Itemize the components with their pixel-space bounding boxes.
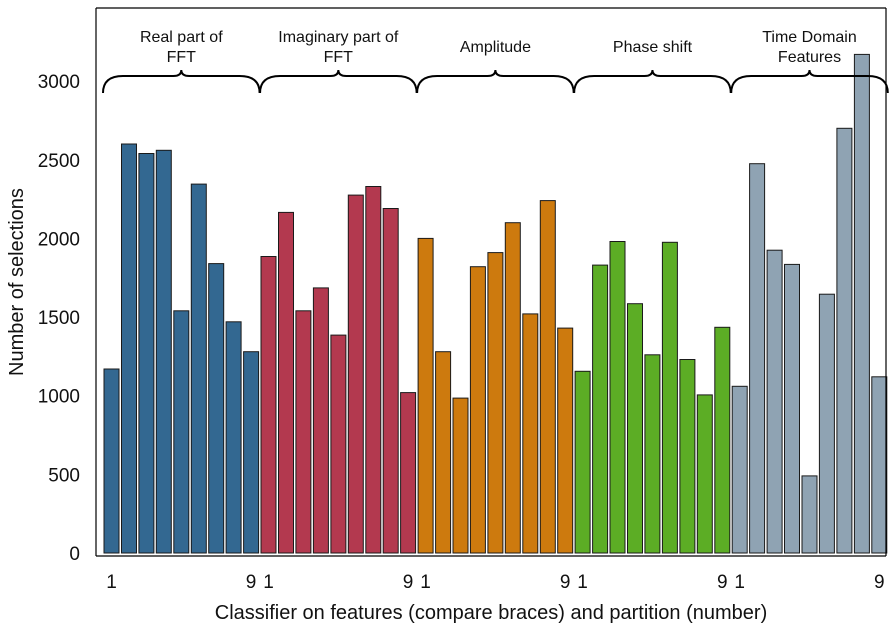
bar bbox=[696, 394, 713, 554]
bar bbox=[871, 376, 888, 554]
bar bbox=[243, 351, 260, 554]
group-brace bbox=[259, 69, 418, 94]
braces-layer bbox=[102, 69, 889, 94]
bar bbox=[731, 385, 748, 554]
bar bbox=[382, 208, 399, 554]
group-label: Amplitude bbox=[460, 39, 531, 56]
bar bbox=[714, 326, 731, 554]
bar bbox=[435, 351, 452, 554]
bar bbox=[801, 475, 818, 554]
bar bbox=[784, 263, 800, 554]
group-label: Imaginary part of bbox=[278, 29, 399, 46]
bar bbox=[487, 252, 504, 554]
y-tick-label: 1000 bbox=[38, 387, 80, 408]
bar bbox=[347, 194, 364, 554]
bar bbox=[679, 359, 696, 554]
bar bbox=[469, 266, 486, 554]
x-tick-label: 9 bbox=[560, 572, 571, 593]
bar bbox=[365, 186, 382, 554]
group-labels-layer: Real part of FFT Imaginary part of FFT Ampli… bbox=[140, 29, 857, 66]
bar bbox=[574, 370, 591, 554]
bar bbox=[818, 293, 835, 554]
x-tick-label: 9 bbox=[874, 572, 885, 593]
y-tick-label: 0 bbox=[69, 544, 80, 565]
x-tick-label: 1 bbox=[420, 572, 431, 593]
bar bbox=[312, 287, 329, 554]
bar bbox=[121, 143, 137, 554]
bar bbox=[627, 303, 643, 554]
bar bbox=[225, 321, 242, 554]
group-brace bbox=[416, 69, 575, 94]
y-tick-label: 2500 bbox=[38, 151, 80, 172]
group-brace bbox=[573, 69, 732, 94]
y-tick-label: 2000 bbox=[38, 229, 80, 250]
bar bbox=[592, 264, 609, 554]
bar bbox=[295, 310, 312, 554]
bar bbox=[173, 310, 190, 554]
bar bbox=[103, 368, 120, 554]
bar bbox=[853, 53, 870, 554]
y-tick-label: 500 bbox=[48, 465, 80, 486]
bar bbox=[557, 327, 574, 554]
group-label: Phase shift bbox=[613, 39, 693, 56]
bar bbox=[452, 397, 469, 554]
bar bbox=[190, 183, 207, 554]
x-tick-label: 9 bbox=[717, 572, 728, 593]
bar bbox=[278, 211, 294, 554]
x-tick-label: 9 bbox=[403, 572, 414, 593]
x-tick-label: 9 bbox=[246, 572, 257, 593]
bar bbox=[539, 200, 556, 554]
bar bbox=[644, 354, 661, 554]
x-tick-label: 1 bbox=[106, 572, 117, 593]
bar bbox=[155, 149, 172, 554]
group-label: Features bbox=[778, 49, 841, 66]
group-label: FFT bbox=[167, 49, 197, 66]
x-axis-title: Classifier on features (compare braces) … bbox=[215, 602, 767, 624]
y-axis: 0 500 1000 1500 2000 2500 3000 bbox=[38, 7, 887, 565]
bar bbox=[330, 334, 347, 554]
y-tick-label: 3000 bbox=[38, 72, 80, 93]
group-brace bbox=[730, 69, 889, 94]
bar bbox=[417, 237, 434, 554]
bar bbox=[609, 241, 626, 554]
y-axis-title: Number of selections bbox=[6, 188, 28, 376]
group-label: Real part of bbox=[140, 29, 223, 46]
y-tick-label: 1500 bbox=[38, 308, 80, 329]
bars-layer bbox=[103, 53, 888, 554]
bar bbox=[260, 256, 277, 554]
group-label: FFT bbox=[324, 49, 354, 66]
group-brace bbox=[102, 69, 261, 94]
bar bbox=[766, 249, 783, 554]
x-tick-label: 1 bbox=[577, 572, 588, 593]
bar bbox=[400, 392, 417, 554]
bar bbox=[208, 263, 225, 554]
x-tick-label: 1 bbox=[734, 572, 745, 593]
bar bbox=[836, 127, 853, 554]
bar bbox=[138, 153, 155, 554]
group-label: Time Domain bbox=[762, 29, 857, 46]
bar bbox=[661, 241, 678, 554]
x-tick-label: 1 bbox=[263, 572, 274, 593]
bar bbox=[749, 163, 766, 554]
bar bbox=[504, 222, 521, 554]
bar bbox=[522, 313, 539, 554]
